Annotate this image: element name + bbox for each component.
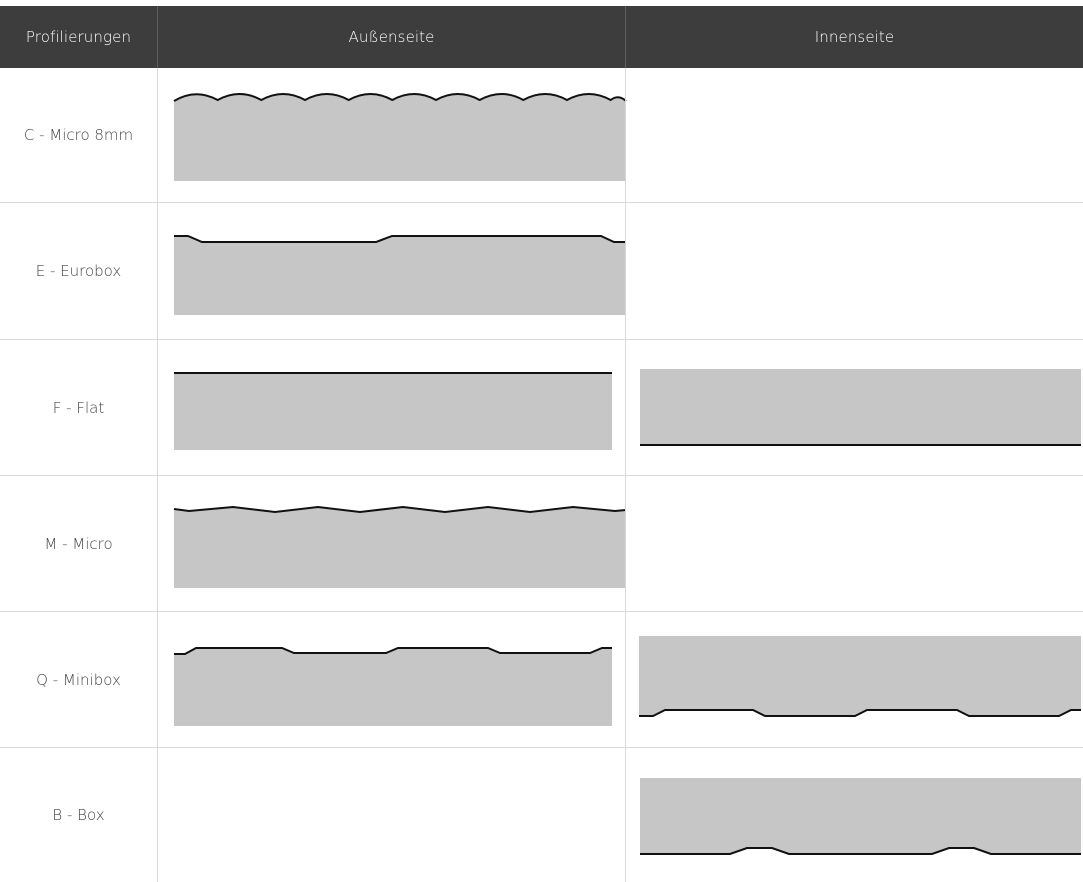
inside-profile-cell: [625, 203, 1083, 339]
inside-profile-cell: [625, 476, 1083, 611]
table-row: M - Micro: [0, 476, 1083, 612]
profile-label: E - Eurobox: [35, 262, 122, 280]
table-row: B - Box: [0, 748, 1083, 882]
profile-label: F - Flat: [52, 398, 105, 417]
table-row: E - Eurobox: [0, 203, 1083, 340]
header-aussenseite: Außenseite: [157, 6, 625, 68]
minibox-icon: [174, 647, 612, 726]
profile-label: B - Box: [52, 806, 105, 824]
minibox-icon: [639, 636, 1081, 717]
outside-profile-cell: [157, 68, 627, 202]
outside-profile-cell: [157, 612, 625, 747]
outside-profile-cell: [157, 748, 625, 882]
micro-icon: [173, 505, 627, 588]
profile-label: Q - Minibox: [36, 670, 121, 689]
profile-label: C - Micro 8mm: [23, 126, 134, 144]
inside-profile-cell: [625, 612, 1083, 747]
profile-label: M - Micro: [44, 534, 113, 553]
eurobox-icon: [174, 235, 626, 315]
inside-profile-cell: [625, 748, 1083, 882]
box-icon: [640, 778, 1081, 855]
table-row: C - Micro 8mm: [0, 68, 1083, 203]
header-profilierungen: Profilierungen: [25, 28, 132, 46]
table-row: Q - Minibox: [0, 612, 1083, 748]
flat-icon: [174, 372, 612, 450]
inside-profile-cell: [625, 340, 1083, 475]
outside-profile-cell: [157, 340, 625, 475]
table-header: Profilierungen Außenseite Innenseite: [0, 6, 1083, 68]
table-row: F - Flat: [0, 340, 1083, 476]
header-innenseite: Innenseite: [625, 6, 1083, 68]
flat-icon: [640, 369, 1081, 446]
outside-profile-cell: [157, 203, 626, 339]
wave-icon: [173, 93, 627, 181]
inside-profile-cell: [625, 68, 1083, 202]
outside-profile-cell: [157, 476, 627, 611]
